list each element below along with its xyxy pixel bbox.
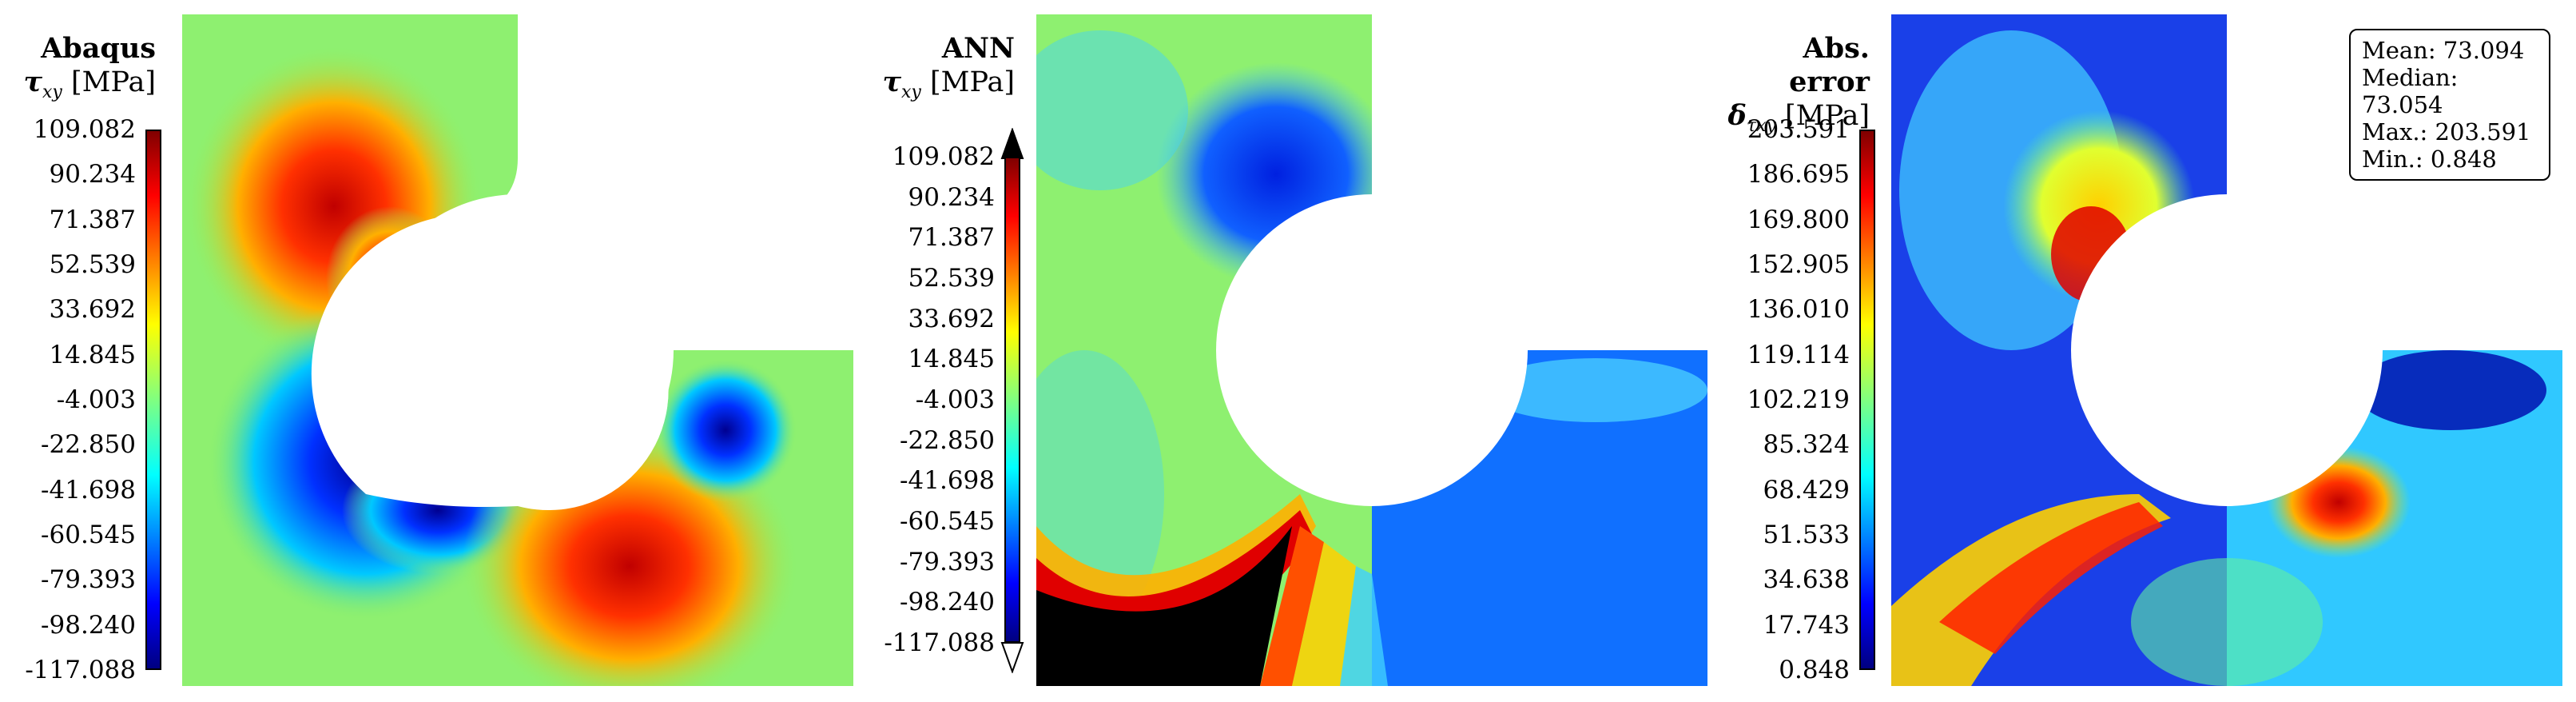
colorbar-tick-label: -117.088	[884, 628, 995, 657]
colorbar-tick-label: -41.698	[900, 466, 995, 496]
stress-field-abaqus	[182, 14, 853, 686]
title-label: Abaqus	[41, 32, 156, 65]
colorbar-tick-label: -4.003	[56, 385, 136, 414]
colorbar-tick-label: 33.692	[908, 304, 995, 333]
colorbar-tick-label: 90.234	[908, 182, 995, 212]
colorbar	[1004, 157, 1020, 643]
colorbar-tick-label: -22.850	[900, 425, 995, 455]
colorbar-tick-label: 14.845	[49, 340, 136, 369]
colorbar-tick-label: -60.545	[41, 521, 136, 549]
colorbar-tick-label: 34.638	[1763, 565, 1850, 595]
symbol: τ	[23, 66, 43, 98]
colorbar	[145, 130, 161, 670]
colorbar-tick-label: 186.695	[1747, 160, 1850, 189]
colorbar-tick-label: 14.845	[908, 345, 995, 374]
symbol: τ	[882, 66, 902, 98]
colorbar-tick-label: 71.387	[908, 223, 995, 253]
colorbar-tick-label: 90.234	[49, 160, 136, 189]
colorbar-tick-label: 109.082	[892, 142, 995, 171]
unit-label: [MPa]	[1785, 100, 1870, 132]
colorbar-tick-label: -79.393	[900, 547, 995, 576]
subscript: xy	[42, 82, 62, 102]
panel-title: Abs. error δτxy [MPa]	[1714, 32, 1870, 143]
unit-label: [MPa]	[71, 66, 156, 98]
colorbar-tick-label: 109.082	[33, 115, 136, 144]
colorbar	[1859, 130, 1875, 670]
colorbar-tick-label: 17.743	[1763, 610, 1850, 640]
colorbar-tick-label: 51.533	[1763, 521, 1850, 549]
colorbar-tick-label: 33.692	[49, 295, 136, 325]
colorbar-tick-label: 136.010	[1747, 295, 1850, 325]
colorbar-tick-label: 119.114	[1747, 340, 1850, 369]
stat-min: Min.: 0.848	[2362, 146, 2497, 173]
colorbar-tick-label: 52.539	[908, 264, 995, 293]
colorbar-extend-top	[1000, 128, 1024, 159]
colorbar-tick-label: 68.429	[1763, 475, 1850, 505]
colorbar-tick-label: 203.591	[1747, 115, 1850, 144]
colorbar-tick-label: 102.219	[1747, 385, 1850, 414]
stat-median: Median: 73.054	[2362, 64, 2459, 118]
colorbar-tick-label: -79.393	[41, 565, 136, 595]
panel-abaqus: Abaqus τxy [MPa] 109.082 90.234 71.387 52.5…	[0, 0, 863, 702]
title-label: Abs. error	[1789, 32, 1870, 98]
colorbar-tick-label: -98.240	[41, 610, 136, 640]
colorbar-tick-label: -117.088	[25, 656, 136, 684]
panel-error: Abs. error δτxy [MPa] Mean: 73.094 Media…	[1714, 0, 2576, 702]
colorbar-tick-label: 0.848	[1779, 656, 1850, 684]
colorbar-tick-label: 85.324	[1763, 430, 1850, 460]
stats-box: Mean: 73.094 Median: 73.054 Max.: 203.59…	[2349, 29, 2550, 181]
colorbar-tick-label: 52.539	[49, 250, 136, 279]
panel-title: Abaqus τxy [MPa]	[0, 32, 156, 110]
colorbar-tick-label: 152.905	[1747, 250, 1850, 279]
panel-ann: ANN τxy [MPa] 109.082 90.234 71.387 52.539 3…	[859, 0, 1722, 702]
colorbar-tick-label: 71.387	[49, 205, 136, 234]
colorbar-tick-label: -22.850	[41, 430, 136, 460]
colorbar-extend-bottom	[1000, 642, 1024, 673]
stat-max: Max.: 203.591	[2362, 118, 2531, 146]
symbol: δ	[1727, 99, 1747, 132]
subscript: xy	[901, 82, 921, 102]
colorbar-tick-label: -41.698	[41, 475, 136, 505]
unit-label: [MPa]	[930, 66, 1015, 98]
stat-mean: Mean: 73.094	[2362, 37, 2525, 64]
subscript: τxy	[1746, 116, 1776, 136]
colorbar-tick-label: -98.240	[900, 588, 995, 617]
title-label: ANN	[941, 32, 1015, 65]
colorbar-tick-label: -4.003	[915, 385, 995, 414]
panel-title: ANN τxy [MPa]	[859, 32, 1015, 110]
colorbar-tick-label: -60.545	[900, 507, 995, 536]
stress-field-ann	[1036, 14, 1707, 686]
colorbar-tick-label: 169.800	[1747, 205, 1850, 234]
